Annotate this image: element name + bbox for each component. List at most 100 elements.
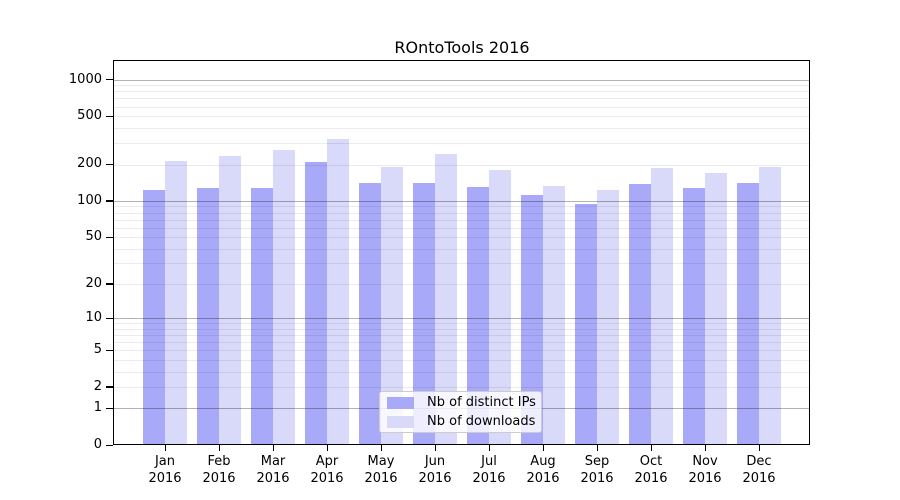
x-tick-mark bbox=[273, 445, 275, 451]
x-tick-label: Dec 2016 bbox=[742, 454, 776, 486]
minor-gridline bbox=[113, 248, 810, 250]
x-tick-label: Jun 2016 bbox=[418, 454, 452, 486]
major-gridline bbox=[113, 318, 810, 320]
bar-distinct-ips-may bbox=[359, 182, 381, 445]
x-tick-mark bbox=[435, 445, 437, 451]
plot-area bbox=[113, 60, 810, 445]
y-tick-mark bbox=[106, 407, 113, 410]
y-tick-mark bbox=[106, 236, 113, 238]
x-tick-mark bbox=[489, 445, 491, 451]
bar-downloads-sep bbox=[597, 190, 619, 445]
x-tick-mark bbox=[327, 445, 329, 451]
bar-distinct-ips-oct bbox=[629, 184, 651, 445]
chart-title: ROntoTools 2016 bbox=[394, 38, 530, 57]
y-tick-label: 2 bbox=[93, 378, 102, 394]
y-tick-label: 0 bbox=[93, 437, 102, 452]
minor-gridline bbox=[113, 237, 810, 238]
bar-downloads-nov bbox=[705, 173, 727, 445]
minor-gridline bbox=[113, 219, 810, 221]
minor-gridline bbox=[113, 342, 810, 344]
bar-distinct-ips-dec bbox=[737, 183, 759, 445]
minor-gridline bbox=[113, 143, 810, 145]
bar-downloads-dec bbox=[759, 166, 781, 445]
minor-gridline bbox=[113, 263, 810, 265]
y-tick-label: 1 bbox=[93, 400, 102, 416]
x-tick-mark bbox=[651, 445, 653, 451]
minor-gridline bbox=[113, 116, 810, 118]
minor-gridline bbox=[113, 359, 810, 361]
bar-distinct-ips-apr bbox=[305, 162, 327, 445]
bar-downloads-apr bbox=[327, 139, 349, 445]
minor-gridline bbox=[113, 227, 810, 229]
major-gridline bbox=[113, 200, 810, 202]
legend-label-distinct-ips: Nb of distinct IPs bbox=[427, 395, 536, 410]
minor-gridline bbox=[113, 371, 810, 373]
y-tick-mark bbox=[106, 163, 113, 166]
x-tick-mark bbox=[381, 445, 383, 451]
y-tick-label: 100 bbox=[77, 192, 102, 208]
legend-entry-distinct-ips: Nb of distinct IPs bbox=[387, 395, 536, 410]
bar-distinct-ips-mar bbox=[251, 187, 273, 445]
minor-gridline bbox=[113, 386, 810, 388]
bar-downloads-jun bbox=[435, 153, 457, 445]
y-tick-mark bbox=[106, 386, 113, 388]
bar-distinct-ips-jan bbox=[143, 190, 165, 445]
legend-swatch-downloads bbox=[387, 415, 414, 428]
bar-distinct-ips-jun bbox=[413, 183, 435, 445]
x-tick-mark bbox=[705, 445, 707, 451]
y-tick-label: 50 bbox=[85, 229, 102, 244]
y-tick-label: 5 bbox=[93, 342, 102, 358]
minor-gridline bbox=[113, 323, 810, 325]
bar-downloads-oct bbox=[651, 167, 673, 445]
bar-distinct-ips-nov bbox=[683, 187, 705, 445]
minor-gridline bbox=[113, 91, 810, 93]
bar-downloads-jan bbox=[165, 161, 187, 445]
legend: Nb of distinct IPs Nb of downloads bbox=[379, 391, 542, 433]
minor-gridline bbox=[113, 335, 810, 336]
minor-gridline bbox=[113, 85, 810, 87]
legend-entry-downloads: Nb of downloads bbox=[387, 414, 536, 429]
x-tick-mark bbox=[543, 445, 545, 451]
minor-gridline bbox=[113, 328, 810, 330]
minor-gridline bbox=[113, 283, 810, 285]
legend-swatch-distinct-ips bbox=[387, 396, 414, 409]
minor-gridline bbox=[113, 164, 810, 166]
bar-downloads-mar bbox=[273, 149, 295, 445]
bar-downloads-may bbox=[381, 167, 403, 445]
y-tick-mark bbox=[106, 79, 113, 81]
y-tick-label: 500 bbox=[77, 108, 102, 124]
y-tick-mark bbox=[106, 444, 113, 446]
y-tick-mark bbox=[106, 115, 113, 117]
minor-gridline bbox=[113, 350, 810, 352]
x-tick-label: Apr 2016 bbox=[310, 454, 344, 486]
x-tick-label: Jul 2016 bbox=[472, 454, 506, 486]
legend-label-downloads: Nb of downloads bbox=[427, 414, 536, 429]
x-tick-label: Nov 2016 bbox=[688, 454, 722, 486]
x-tick-label: Oct 2016 bbox=[634, 454, 668, 486]
x-tick-label: Sep 2016 bbox=[580, 454, 614, 486]
bar-distinct-ips-feb bbox=[197, 187, 219, 445]
bar-downloads-aug bbox=[543, 185, 565, 445]
y-tick-label: 200 bbox=[77, 156, 102, 172]
x-tick-mark bbox=[219, 445, 221, 451]
minor-gridline bbox=[113, 127, 810, 129]
y-tick-mark bbox=[106, 200, 113, 202]
x-tick-label: Feb 2016 bbox=[202, 454, 236, 486]
y-tick-label: 1000 bbox=[68, 71, 102, 87]
y-tick-label: 20 bbox=[85, 275, 102, 291]
minor-gridline bbox=[113, 106, 810, 108]
x-tick-mark bbox=[165, 445, 167, 451]
minor-gridline bbox=[113, 206, 810, 208]
major-gridline bbox=[113, 79, 810, 81]
y-tick-label: 10 bbox=[85, 310, 102, 326]
x-tick-label: Jan 2016 bbox=[148, 454, 182, 486]
bar-distinct-ips-sep bbox=[575, 203, 597, 445]
x-tick-label: Mar 2016 bbox=[256, 454, 290, 486]
y-tick-mark bbox=[106, 283, 113, 285]
bar-distinct-ips-jul bbox=[467, 187, 489, 445]
x-tick-label: Aug 2016 bbox=[526, 454, 560, 486]
bar-downloads-jul bbox=[489, 170, 511, 445]
x-tick-mark bbox=[759, 445, 761, 451]
minor-gridline bbox=[113, 212, 810, 214]
